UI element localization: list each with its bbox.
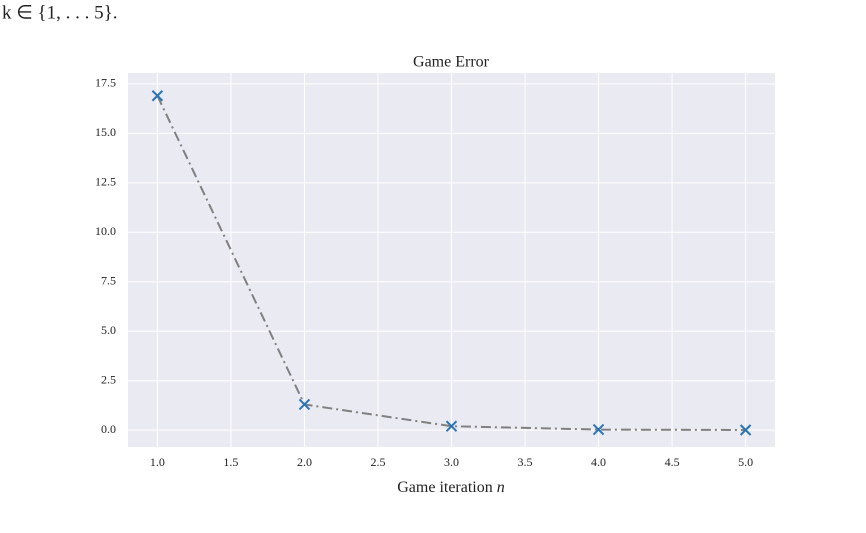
x-axis-label-var: n xyxy=(497,479,505,496)
chart-title: Game Error xyxy=(413,54,490,71)
x-axis-label: Game iteration n xyxy=(397,479,505,496)
marker-stroke xyxy=(151,90,164,102)
x-tick-label: 5.0 xyxy=(738,455,753,469)
y-tick-label: 0.0 xyxy=(101,422,116,436)
marker xyxy=(151,90,164,102)
y-tick-label: 17.5 xyxy=(95,76,116,90)
x-tick-label: 4.5 xyxy=(665,455,680,469)
x-tick-label: 4.0 xyxy=(591,455,606,469)
x-tick-label: 1.0 xyxy=(150,455,165,469)
y-tick-label: 5.0 xyxy=(101,323,116,337)
marker xyxy=(298,398,311,411)
x-tick-label: 1.5 xyxy=(223,455,238,469)
marker xyxy=(445,420,458,432)
marker-stroke xyxy=(445,420,458,432)
y-tick-label: 12.5 xyxy=(95,175,116,189)
marker-stroke xyxy=(592,423,605,436)
x-tick-label: 2.0 xyxy=(297,455,312,469)
y-tick-label: 2.5 xyxy=(101,372,116,386)
x-tick-label: 3.0 xyxy=(444,455,459,469)
x-tick-label: 2.5 xyxy=(370,455,385,469)
y-tick-label: 7.5 xyxy=(101,274,116,288)
y-tick-label: 15.0 xyxy=(95,125,116,139)
marker-stroke xyxy=(739,424,752,436)
marker-stroke xyxy=(298,398,311,411)
x-axis-label-text: Game iteration xyxy=(397,479,493,496)
marker xyxy=(739,424,752,436)
body-text: k ∈ {1, . . . 5}. xyxy=(2,2,118,23)
x-tick-label: 3.5 xyxy=(518,455,533,469)
y-tick-label: 10.0 xyxy=(95,224,116,238)
series-line xyxy=(156,95,746,431)
marker xyxy=(592,423,605,436)
